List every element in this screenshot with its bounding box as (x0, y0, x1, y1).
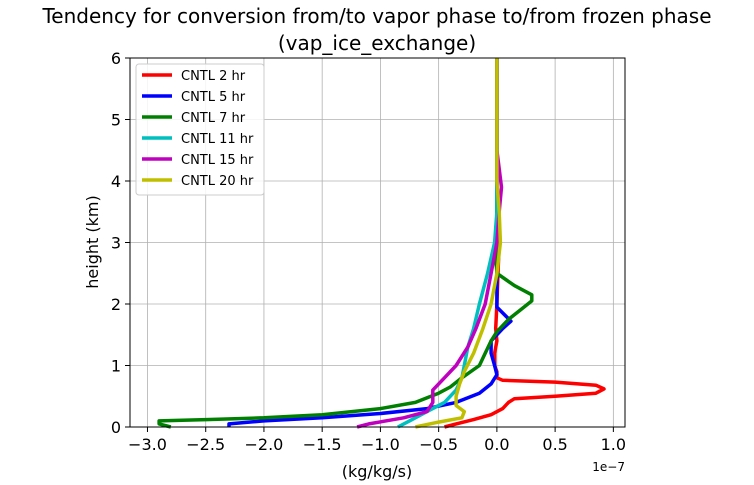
y-tick-label: 3 (111, 234, 121, 253)
series-line (356, 58, 504, 429)
series-lines (157, 58, 606, 429)
y-tick-label: 0 (111, 418, 121, 437)
legend-label: CNTL 15 hr (181, 153, 254, 168)
x-tick-label: −3.0 (128, 435, 167, 454)
y-tick-label: 2 (111, 295, 121, 314)
legend-label: CNTL 5 hr (181, 90, 246, 105)
x-tick-label: 0.5 (542, 435, 567, 454)
y-axis-label: height (km) (83, 195, 102, 288)
series-line (415, 58, 503, 429)
y-tick-label: 6 (111, 49, 121, 68)
y-tick-label: 1 (111, 357, 121, 376)
x-axis-label: (kg/kg/s) (342, 462, 412, 481)
x-tick-label: 0.0 (484, 435, 509, 454)
x-tick-label: −1.5 (303, 435, 342, 454)
legend: CNTL 2 hr CNTL 5 hr CNTL 7 hr CNTL 11 hr CNT… (135, 63, 265, 196)
grid (130, 57, 625, 428)
x-tick-label: −2.0 (245, 435, 284, 454)
legend-label: CNTL 7 hr (181, 111, 246, 126)
x-tick-label: −2.5 (186, 435, 225, 454)
x-tick-label: 1.0 (601, 435, 626, 454)
chart-title: Tendency for conversion from/to vapor ph… (41, 4, 711, 28)
x-offset-label: 1e−7 (592, 460, 625, 474)
chart-subtitle: (vap_ice_exchange) (278, 31, 476, 55)
y-tick-label: 5 (111, 111, 121, 130)
legend-label: CNTL 20 hr (181, 174, 254, 189)
y-tick-label: 4 (111, 172, 121, 191)
legend-label: CNTL 11 hr (181, 132, 254, 147)
x-tick-label: −1.0 (361, 435, 400, 454)
x-tick-label: −0.5 (419, 435, 458, 454)
legend-label: CNTL 2 hr (181, 69, 246, 84)
axis-ticks: −3.0 −2.5 −2.0 −1.5 −1.0 −0.5 0.0 0.5 1.0 0 1 2 3 4 5 6 (111, 49, 626, 454)
